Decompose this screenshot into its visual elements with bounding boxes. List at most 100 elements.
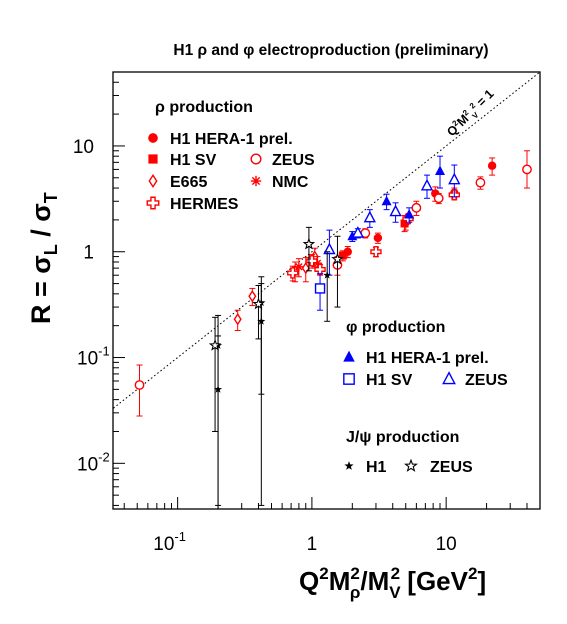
data-point (420, 178, 434, 191)
legend-marker (148, 173, 158, 189)
marker-shape (373, 233, 383, 243)
legend-marker (148, 154, 158, 164)
data-point (338, 251, 347, 260)
legend-marker (404, 458, 418, 472)
y-tick-label: 10-1 (77, 344, 110, 370)
marker-shape (148, 173, 158, 189)
marker-shape (251, 176, 261, 186)
marker-shape (302, 237, 316, 250)
marker-shape (475, 177, 486, 188)
series-phi-open-triangle (323, 164, 461, 276)
data-point (287, 267, 299, 279)
series-jpsi-open-star (208, 226, 344, 432)
marker-shape (208, 338, 222, 351)
data-point (433, 193, 444, 204)
marker-shape (148, 133, 158, 143)
legend-marker (148, 133, 158, 143)
data-point (370, 246, 382, 258)
data-point (294, 262, 304, 272)
data-point (363, 210, 376, 223)
reference-line (113, 72, 540, 410)
marker-shape (287, 267, 299, 279)
legend-marker (250, 153, 262, 165)
data-point (347, 230, 358, 241)
data-point (314, 263, 326, 276)
marker-shape (404, 208, 415, 219)
legend-label: H1 SV (170, 152, 217, 169)
series-rho-open-diamond (233, 247, 319, 332)
marker-shape (338, 251, 347, 260)
legend-rho-heading: ρ production (155, 99, 253, 116)
legend-marker (343, 350, 355, 362)
marker-shape (411, 202, 422, 213)
data-point (331, 252, 344, 265)
legend-marker (146, 196, 160, 210)
x-tick-label: 10 (436, 534, 457, 555)
data-point (301, 261, 310, 275)
marker-shape (146, 196, 160, 210)
data-point (435, 165, 446, 175)
y-tick-label: 10-2 (77, 449, 110, 475)
data-point (252, 297, 265, 310)
series-jpsi-filled-star (214, 251, 332, 509)
legend-phi-heading: φ production (346, 319, 445, 336)
data-point (351, 226, 365, 238)
plot-frame (112, 71, 541, 510)
marker-shape (295, 263, 303, 271)
marker-shape (252, 297, 265, 310)
marker-shape (343, 373, 355, 385)
data-point (323, 242, 336, 255)
marker-shape (214, 385, 223, 393)
series-phi-filled-triangle (347, 155, 446, 242)
marker-shape (363, 210, 376, 223)
data-point (257, 317, 266, 325)
legend-label: E665 (170, 174, 207, 191)
marker-shape (306, 255, 318, 267)
marker-shape (301, 261, 310, 275)
data-point (381, 195, 392, 206)
marker-shape (331, 252, 344, 265)
marker-shape (400, 219, 409, 228)
data-point (233, 312, 242, 326)
marker-shape (314, 263, 326, 276)
marker-shape (257, 317, 266, 325)
marker-shape (435, 165, 446, 175)
data-point (475, 177, 486, 188)
data-point (400, 219, 409, 228)
y-tick-label: 10 (73, 137, 94, 158)
marker-shape (347, 230, 358, 241)
marker-shape (314, 283, 326, 294)
marker-shape (433, 193, 444, 204)
marker-shape (370, 246, 382, 258)
marker-shape (487, 161, 497, 170)
marker-shape (389, 204, 402, 217)
marker-shape (351, 226, 365, 238)
data-point (373, 233, 383, 243)
data-point (134, 380, 145, 390)
marker-shape (381, 195, 392, 206)
legend-marker (343, 373, 355, 385)
marker-shape (134, 380, 145, 390)
legend-label: H1 (366, 459, 387, 476)
marker-shape (323, 271, 332, 279)
marker-shape (344, 461, 354, 470)
legend-entries: H1 HERA-1 prel. H1 SV ZEUS E665 NMC HERMES H1 … (146, 131, 508, 476)
y-axis-label: R = σL / σT (26, 192, 61, 324)
data-point (389, 204, 402, 217)
marker-shape (250, 153, 262, 165)
marker-shape (323, 242, 336, 255)
legend-label: H1 SV (366, 372, 413, 389)
data-point (411, 202, 422, 213)
marker-shape (420, 178, 434, 191)
data-point (522, 164, 532, 175)
marker-shape (522, 164, 532, 175)
chart-title: H1 ρ and φ electroproduction (preliminar… (173, 42, 488, 59)
data-point (302, 237, 316, 250)
marker-shape (404, 458, 418, 472)
data-point (404, 208, 415, 219)
legend-marker (250, 175, 262, 187)
marker-shape (248, 289, 257, 303)
data-point (323, 271, 332, 279)
axis-ticks (113, 71, 541, 509)
data-point (487, 161, 497, 170)
